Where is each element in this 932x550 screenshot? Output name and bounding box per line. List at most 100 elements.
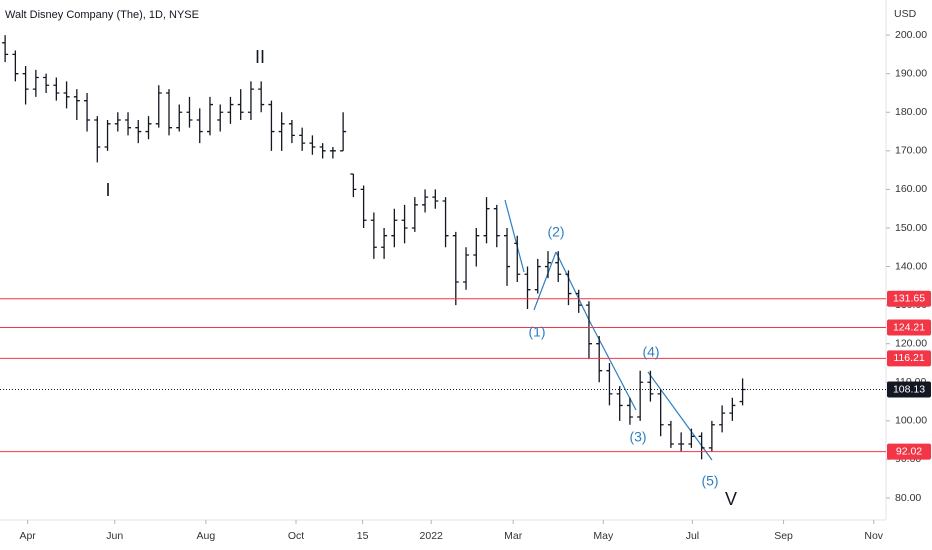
ohlc-bar (698, 432, 705, 460)
ohlc-bar (268, 100, 275, 151)
y-tick-label: 150.00 (895, 222, 927, 234)
ohlc-bar (463, 247, 470, 290)
y-tick-label: 100.00 (895, 415, 927, 427)
level-label-box (887, 319, 931, 336)
x-tick-label: Mar (504, 530, 523, 542)
ohlc-bar (544, 251, 551, 279)
x-tick-label: Oct (288, 530, 304, 542)
y-tick-label: 140.00 (895, 260, 927, 272)
ohlc-bar (288, 119, 295, 144)
ohlc-bar (114, 112, 121, 132)
ohlc-bar (411, 197, 418, 232)
ohlc-bar (657, 390, 664, 437)
wave-line (589, 321, 637, 411)
ohlc-bar (678, 432, 685, 452)
ohlc-bar (145, 116, 152, 140)
ohlc-bar (217, 104, 224, 132)
y-tick-label: 180.00 (895, 106, 927, 118)
ohlc-bar (647, 370, 654, 402)
x-tick-label: Nov (864, 530, 883, 542)
ohlc-bar (135, 119, 142, 144)
ohlc-bar (94, 116, 101, 163)
x-tick-label: 15 (357, 530, 369, 542)
x-tick-label: Jul (686, 530, 699, 542)
ohlc-bar (432, 189, 439, 209)
ohlc-bar (43, 73, 50, 93)
level-label: 116.21 (893, 352, 924, 364)
ohlc-bar (708, 420, 715, 452)
level-label: 124.21 (893, 321, 925, 333)
wave-label: (3) (629, 429, 646, 445)
ohlc-bar (237, 89, 244, 120)
ohlc-bar (626, 397, 633, 425)
ohlc-bar (585, 301, 592, 360)
ohlc-bar (719, 405, 726, 433)
y-tick-label: 80.00 (895, 492, 921, 504)
ohlc-bar (278, 112, 285, 151)
y-tick-label: 160.00 (895, 183, 927, 195)
ohlc-bar (360, 185, 367, 228)
x-tick-label: Jun (106, 530, 123, 542)
ohlc-bar (84, 92, 91, 132)
ohlc-bar (565, 270, 572, 306)
x-tick-label: Sep (774, 530, 793, 542)
ohlc-bar (350, 173, 357, 198)
wave-line (533, 251, 557, 311)
wave-label: I (105, 180, 110, 200)
x-tick-label: 2022 (420, 530, 444, 542)
ohlc-bar (688, 428, 695, 448)
ohlc-bar (616, 386, 623, 421)
ohlc-bar (227, 96, 234, 124)
y-tick-label: 170.00 (895, 145, 927, 157)
chart-title: Walt Disney Company (The), 1D, NYSE (5, 9, 199, 21)
ohlc-bar (524, 266, 531, 309)
ohlc-bar (401, 204, 408, 244)
ohlc-bar (125, 112, 132, 136)
ohlc-bar (452, 231, 459, 306)
x-tick-label: Aug (197, 530, 216, 542)
ohlc-bar (155, 85, 162, 128)
ohlc-bar (73, 89, 80, 120)
ohlc-bar (329, 146, 336, 159)
ohlc-bar (555, 251, 562, 282)
ohlc-bar (104, 119, 111, 151)
y-tick-label: 200.00 (895, 29, 927, 41)
ohlc-bar (176, 104, 183, 132)
ohlc-bar (483, 197, 490, 244)
ohlc-bar (309, 135, 316, 155)
ohlc-bar (12, 50, 19, 82)
ohlc-bar (32, 69, 39, 97)
ohlc-bar (186, 96, 193, 128)
level-label-box (887, 443, 931, 460)
ohlc-bar (63, 81, 70, 109)
ohlc-bar (606, 362, 613, 406)
y-tick-label: 120.00 (895, 337, 927, 349)
ohlc-bar (319, 143, 326, 159)
ohlc-bar (391, 208, 398, 248)
wave-label: (1) (528, 324, 545, 340)
ohlc-bar (2, 35, 9, 63)
wave-line (555, 251, 591, 323)
x-tick-label: Apr (19, 530, 36, 542)
ohlc-bar (504, 227, 511, 286)
ohlc-bar (473, 227, 480, 267)
wave-label: V (725, 489, 737, 509)
ohlc-bar (53, 77, 60, 101)
wave-label: II (255, 47, 265, 67)
level-label-box (887, 290, 931, 307)
ohlc-bar (637, 370, 644, 421)
ohlc-bar (22, 65, 29, 105)
ohlc-bar (575, 289, 582, 313)
wave-line (504, 199, 525, 273)
ohlc-bar (514, 235, 521, 282)
last-price-label: 108.13 (893, 383, 925, 395)
wave-label: (2) (547, 224, 564, 240)
ohlc-bar (442, 197, 449, 248)
ohlc-bar (370, 212, 377, 259)
wave-label: (5) (701, 473, 718, 489)
ohlc-bar (729, 397, 736, 421)
last-price-box (887, 381, 931, 398)
level-label: 92.02 (896, 445, 922, 457)
ohlc-bar (381, 227, 388, 259)
